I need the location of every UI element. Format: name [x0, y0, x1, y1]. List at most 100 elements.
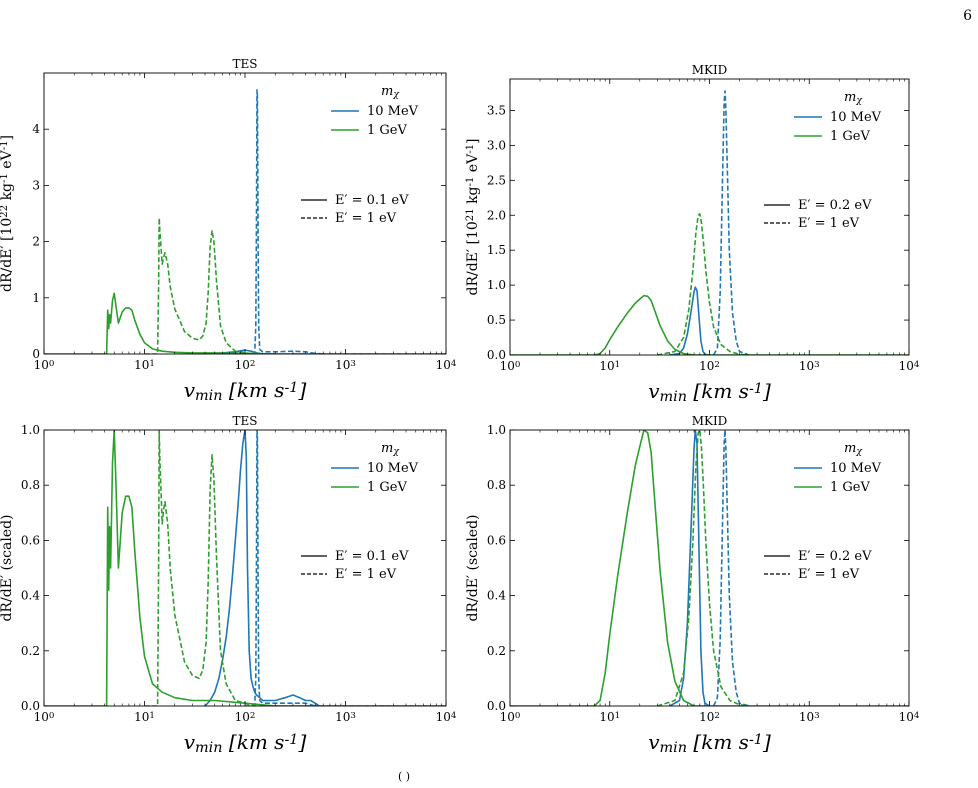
x-tick-label: 101 — [599, 359, 620, 373]
y-tick-label: 0.6 — [21, 533, 40, 547]
chart-panel-2: 100 101 102 103 104 0.0 0.5 1.0 1.5 2.0 2.5 3.0 3.5 M… — [465, 63, 920, 405]
y-tick-label: 0.4 — [21, 589, 40, 603]
series-line-2 — [245, 430, 324, 706]
series-group — [510, 90, 909, 355]
chart-title: MKID — [692, 63, 728, 77]
y-tick-label: 0 — [32, 347, 40, 361]
series-line-3 — [44, 430, 446, 706]
series-line-3 — [510, 294, 909, 355]
y-axis-label: dR/dE′ (scaled) — [0, 514, 15, 621]
y-tick-label: 0.0 — [21, 699, 40, 713]
legend2-entry: E′ = 1 eV — [798, 567, 860, 582]
y-tick-label: 3 — [32, 178, 40, 192]
x-tick-label: 104 — [899, 359, 920, 373]
y-tick-label: 1.5 — [487, 243, 506, 257]
y-tick-label: 3.5 — [487, 103, 506, 117]
legend2-entry: E′ = 0.1 eV — [335, 193, 409, 208]
legend2-entry: E′ = 1 eV — [335, 567, 397, 582]
series-line-1 — [204, 430, 320, 706]
x-tick-label: 102 — [699, 710, 720, 724]
legend2-entry: E′ = 0.2 eV — [798, 198, 872, 213]
y-tick-label: 2.0 — [487, 208, 506, 222]
legend-title: mχ — [381, 441, 400, 457]
y-axis-label: dR/dE′ [1022 kg-1 eV-1] — [0, 135, 15, 292]
y-tick-label: 1.0 — [487, 423, 506, 437]
x-tick-label: 101 — [134, 358, 155, 372]
x-axis-label: vmin [km s-1] — [184, 730, 307, 756]
y-tick-label: 0.8 — [487, 478, 506, 492]
series-group — [44, 430, 446, 706]
x-tick-label: 100 — [500, 710, 521, 724]
legend-entry: 10 MeV — [830, 461, 882, 476]
page-number: 6 — [963, 8, 972, 24]
series-line-4 — [144, 217, 446, 354]
x-tick-label: 102 — [235, 710, 256, 724]
y-tick-label: 2 — [32, 235, 40, 249]
legend-entry: 10 MeV — [367, 104, 419, 119]
y-tick-label: 0.2 — [21, 644, 40, 658]
y-tick-label: 3.0 — [487, 138, 506, 152]
legend-entry: 1 GeV — [830, 480, 870, 495]
series-line-3 — [44, 292, 446, 354]
legend2-entry: E′ = 1 eV — [798, 216, 860, 231]
legend2-entry: E′ = 1 eV — [335, 211, 397, 226]
series-line-3 — [510, 430, 909, 706]
chart-title: TES — [233, 57, 258, 71]
legend2-entry: E′ = 0.2 eV — [798, 549, 872, 564]
series-line-4 — [657, 213, 750, 355]
y-tick-label: 4 — [32, 122, 40, 136]
y-tick-label: 1 — [32, 291, 40, 305]
chart-panel-4: 100 101 102 103 104 0.0 0.2 0.4 0.6 0.8 1.0 MKID vmi… — [465, 414, 920, 756]
y-tick-label: 1.0 — [21, 423, 40, 437]
chart-title: MKID — [692, 414, 728, 428]
y-tick-label: 0.5 — [487, 313, 506, 327]
x-tick-label: 104 — [899, 710, 920, 724]
y-tick-label: 0.0 — [487, 348, 506, 362]
x-axis-label: vmin [km s-1] — [648, 730, 771, 756]
y-tick-label: 0.0 — [487, 699, 506, 713]
x-tick-label: 103 — [335, 710, 356, 724]
y-tick-label: 0.6 — [487, 533, 506, 547]
x-tick-label: 104 — [436, 710, 457, 724]
y-axis-label: dR/dE′ [1021 kg-1 eV-1] — [465, 138, 481, 295]
y-tick-label: 1.0 — [487, 278, 506, 292]
series-line-2 — [245, 89, 324, 354]
x-tick-label: 101 — [599, 710, 620, 724]
series-line-4 — [144, 430, 446, 706]
x-tick-label: 103 — [799, 710, 820, 724]
x-tick-label: 103 — [799, 359, 820, 373]
series-line-2 — [712, 430, 750, 706]
x-tick-label: 100 — [500, 359, 521, 373]
legend-entry: 1 GeV — [830, 129, 870, 144]
y-tick-label: 0.8 — [21, 478, 40, 492]
legend-title: mχ — [844, 90, 863, 106]
legend-entry: 1 GeV — [367, 480, 407, 495]
series-line-2 — [712, 90, 750, 355]
x-tick-label: 100 — [34, 710, 55, 724]
chart-panel-1: 100 101 102 103 104 0 1 2 3 4 TES vmin [km s-1] dR/d… — [0, 57, 457, 404]
y-axis-label: dR/dE′ (scaled) — [465, 514, 481, 621]
x-tick-label: 103 — [335, 358, 356, 372]
x-tick-label: 104 — [436, 358, 457, 372]
legend2-entry: E′ = 0.1 eV — [335, 549, 409, 564]
series-line-1 — [669, 430, 710, 706]
chart-panel-3: 100 101 102 103 104 0.0 0.2 0.4 0.6 0.8 1.0 TES vmin… — [0, 414, 457, 756]
x-tick-label: 100 — [34, 358, 55, 372]
legend-entry: 1 GeV — [367, 123, 407, 138]
x-axis-label: vmin [km s-1] — [184, 378, 307, 404]
series-line-1 — [669, 286, 710, 355]
series-group — [510, 430, 909, 706]
legend-title: mχ — [381, 84, 400, 100]
chart-title: TES — [233, 414, 258, 428]
x-tick-label: 102 — [235, 358, 256, 372]
series-line-4 — [657, 430, 750, 706]
x-tick-label: 101 — [134, 710, 155, 724]
y-tick-label: 0.4 — [487, 589, 506, 603]
legend-entry: 10 MeV — [830, 110, 882, 125]
y-tick-label: 2.5 — [487, 173, 506, 187]
legend-entry: 10 MeV — [367, 461, 419, 476]
x-axis-label: vmin [km s-1] — [648, 379, 771, 405]
legend-title: mχ — [844, 441, 863, 457]
y-tick-label: 0.2 — [487, 644, 506, 658]
